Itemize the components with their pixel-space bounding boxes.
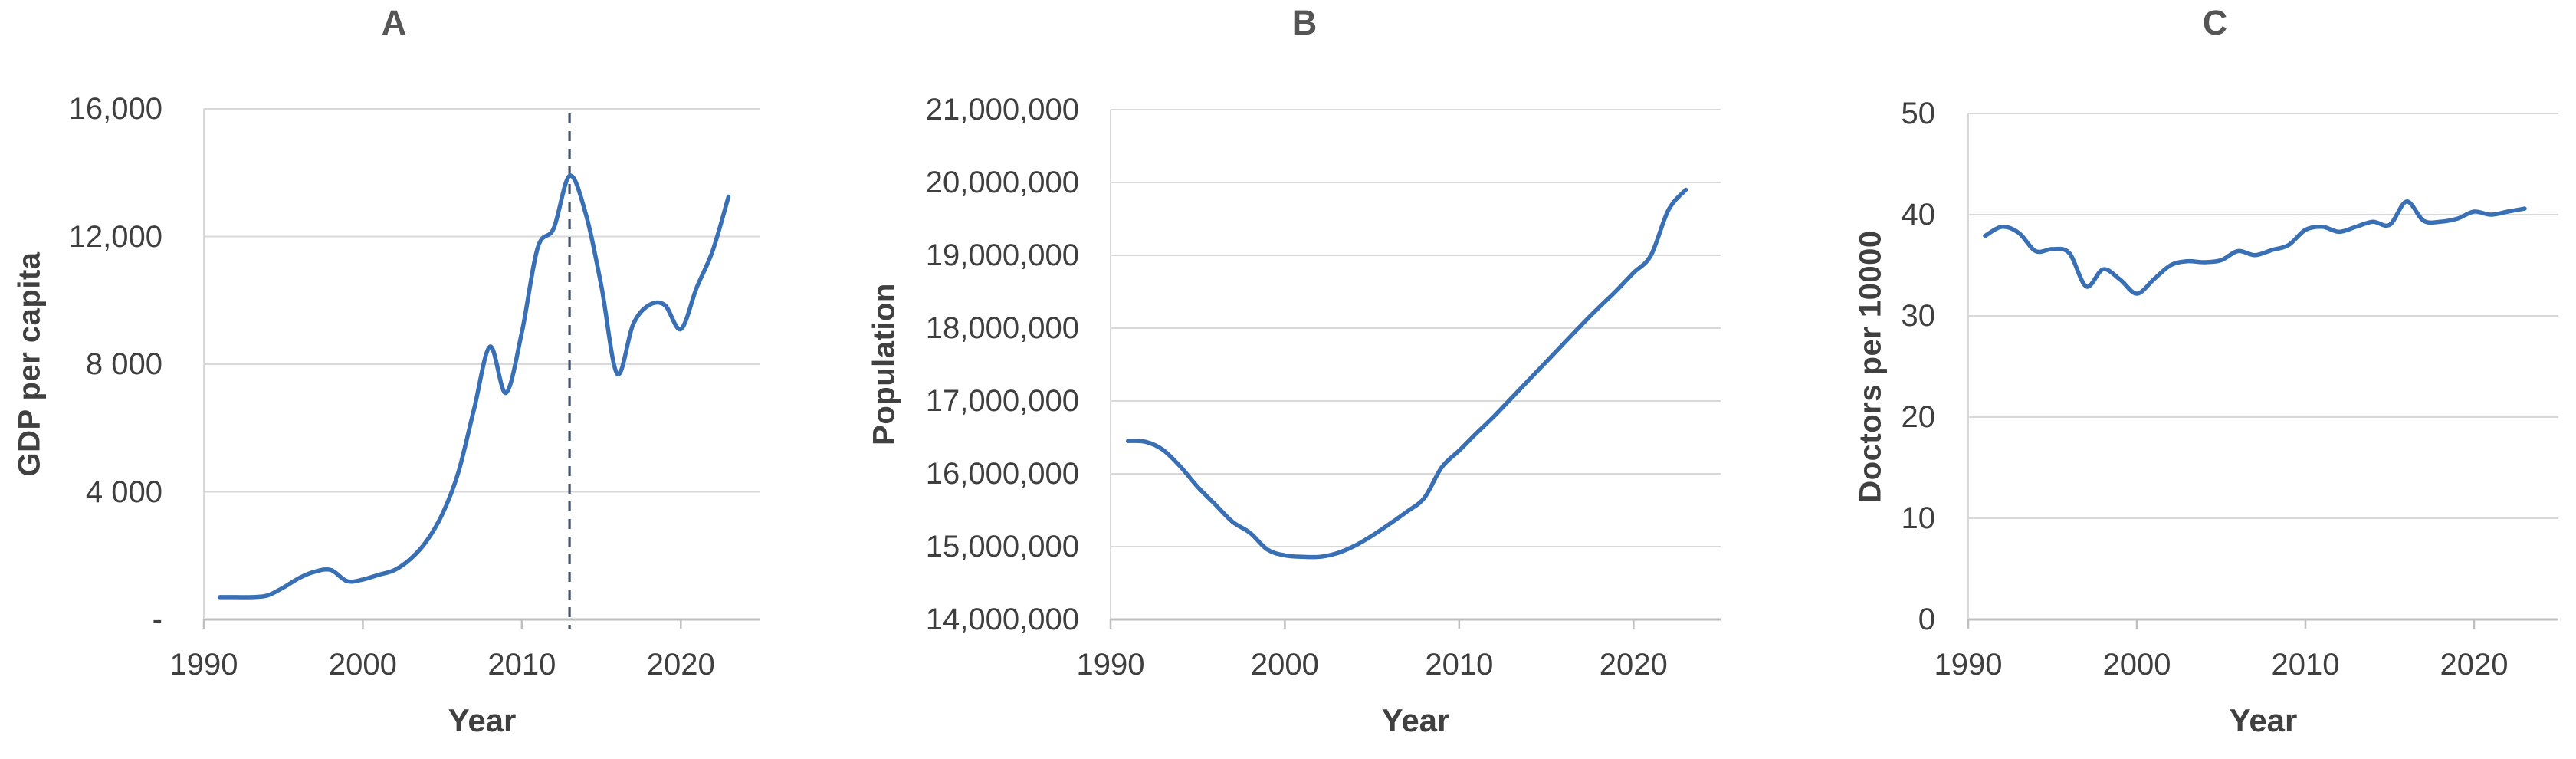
x-tick-label: 2010 [2271,648,2340,682]
x-tick-label: 2000 [1250,648,1319,682]
x-tick-label: 1990 [1934,648,2003,682]
x-tick-label: 1990 [169,648,238,682]
y-tick-label: 16,000,000 [925,457,1079,491]
series-line-b [1125,187,1688,560]
x-tick-label: 2010 [1425,648,1494,682]
x-tick-label: 2000 [328,648,397,682]
y-tick-label: 17,000,000 [925,384,1079,418]
x-tick-label: 2020 [1599,648,1668,682]
y-tick-label: 21,000,000 [925,93,1079,127]
series-line-c [1983,199,2527,296]
series-line-a [217,173,731,600]
x-tick-label: 1990 [1076,648,1145,682]
y-tick-label: 40 [1901,198,1936,232]
y-tick-label: 19,000,000 [925,238,1079,272]
y-tick-label: 20 [1901,400,1936,434]
y-tick-label: 16,000 [68,92,162,126]
y-tick-label: 12,000 [68,219,162,254]
y-tick-label: 50 [1901,97,1936,130]
x-tick-label: 2020 [2440,648,2509,682]
y-tick-label: 30 [1901,299,1936,333]
y-tick-label: 4 000 [85,475,162,509]
y-tick-label: 20,000,000 [925,166,1079,199]
y-tick-label: - [152,603,162,636]
y-tick-label: 18,000,000 [925,311,1079,345]
x-tick-label: 2010 [487,648,556,682]
y-tick-label: 8 000 [85,347,162,381]
y-tick-label: 0 [1918,603,1935,636]
x-tick-label: 2020 [646,648,715,682]
y-tick-label: 14,000,000 [925,603,1079,636]
y-tick-label: 10 [1901,501,1936,535]
y-tick-label: 15,000,000 [925,530,1079,564]
x-tick-label: 2000 [2102,648,2171,682]
